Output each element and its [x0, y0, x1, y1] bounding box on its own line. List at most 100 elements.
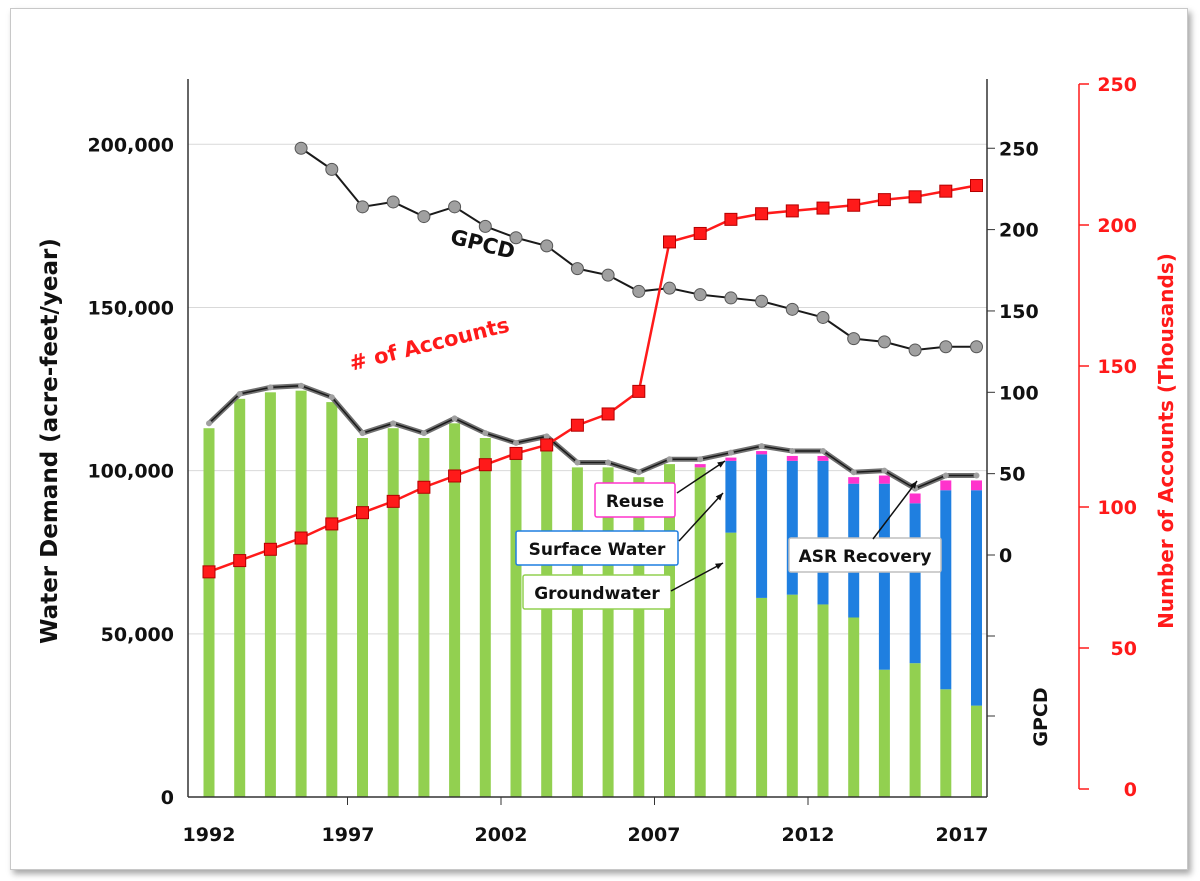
accounts-point [386, 494, 400, 508]
bar-groundwater [909, 663, 921, 797]
accounts-point [202, 565, 216, 579]
total-demand-marker [328, 394, 335, 401]
bar-surface-water [971, 490, 982, 706]
bar-surface-water [786, 460, 798, 595]
bar-surface-water [909, 503, 921, 664]
gpcd-point [509, 231, 523, 245]
asr-recovery-arrow-head [910, 481, 917, 489]
gpcd-point [847, 332, 861, 346]
gpcd-point [356, 200, 369, 214]
bar-groundwater [510, 447, 522, 797]
accounts-point [478, 458, 492, 472]
gpcd-point [724, 291, 738, 305]
y-tick-label-gpcd: 0 [999, 545, 1012, 567]
accounts-point [356, 506, 369, 520]
bar-groundwater [940, 689, 952, 797]
gpcd-point [325, 162, 339, 176]
total-demand-marker [942, 472, 949, 479]
total-demand-line-core [208, 385, 977, 490]
total-demand-marker [206, 420, 212, 427]
accounts-point [724, 212, 738, 226]
total-demand-marker [267, 384, 274, 391]
gpcd-point [448, 200, 462, 214]
accounts-point [233, 554, 247, 568]
total-demand-marker [850, 469, 857, 476]
bar-groundwater [664, 464, 675, 797]
gpcd-point [816, 310, 830, 324]
accounts-point [693, 226, 707, 240]
total-demand-marker [451, 415, 458, 422]
reuse-label: Reuse [606, 492, 664, 512]
bar-groundwater [848, 617, 860, 797]
accounts-point [939, 184, 953, 198]
y-tick-label-right: 100 [1097, 497, 1137, 519]
bar-surface-water [878, 483, 890, 670]
bar-groundwater [971, 705, 982, 797]
y-tick-label-right: 250 [1097, 74, 1137, 96]
total-demand-marker [635, 469, 642, 476]
axes [187, 79, 1089, 805]
x-tick-label: 2012 [782, 824, 835, 846]
accounts-point [540, 438, 554, 452]
bar-groundwater [449, 423, 461, 797]
gpcd-point [693, 288, 707, 302]
total-demand-line [207, 383, 977, 492]
bar-groundwater [418, 438, 430, 797]
accounts-point [755, 207, 769, 221]
accounts-series-label: # of Accounts [347, 313, 512, 376]
surface-water-label-box [515, 530, 679, 566]
asr-recovery-label-box [788, 537, 942, 573]
asr-recovery-label: ASR Recovery [799, 547, 932, 567]
bar-reuse [786, 455, 798, 461]
total-demand-marker [820, 448, 826, 455]
y-tick-label-left: 150,000 [87, 297, 174, 319]
total-demand-marker [574, 459, 581, 466]
accounts-point [908, 190, 922, 204]
bar-reuse [817, 455, 829, 461]
x-tick-label: 2002 [475, 824, 528, 846]
total-demand-marker [420, 430, 427, 437]
y-tick-label-gpcd: 200 [999, 220, 1039, 242]
groundwater-arrow [670, 562, 724, 592]
bar-groundwater [479, 438, 491, 797]
y-tick-label-right: 0 [1124, 779, 1137, 801]
total-demand-marker [390, 420, 397, 427]
bar-groundwater [203, 428, 215, 797]
y-axis-label-left: Water Demand (acre-feet/year) [37, 238, 63, 644]
gpcd-point [908, 343, 922, 357]
bar-groundwater [264, 392, 276, 797]
series-lines [202, 141, 983, 579]
bar-surface-water [725, 460, 737, 533]
total-demand-marker [881, 467, 888, 474]
accounts-point [663, 235, 676, 249]
bar-groundwater [234, 398, 246, 797]
y-tick-label-right: 150 [1097, 356, 1137, 378]
groundwater-arrow-head [715, 563, 723, 570]
bar-reuse [940, 480, 952, 491]
bar-reuse [878, 475, 890, 484]
total-demand-marker [727, 449, 734, 456]
accounts-point [785, 204, 799, 218]
gpcd-point [386, 195, 400, 209]
x-tick-label: 2007 [628, 824, 681, 846]
x-tick-label: 1992 [183, 824, 236, 846]
accounts-point [448, 469, 462, 483]
accounts-point [601, 407, 615, 421]
total-demand-marker [666, 456, 673, 463]
gpcd-point [601, 268, 615, 282]
accounts-point [294, 531, 308, 545]
gpcd-point [478, 219, 492, 233]
total-demand-marker [758, 443, 765, 450]
accounts-point [325, 517, 339, 531]
accounts-point [970, 179, 983, 193]
bar-reuse [971, 480, 982, 491]
accounts-point [417, 480, 431, 494]
bar-groundwater [756, 597, 768, 797]
gpcd-point [970, 340, 983, 354]
total-demand-marker [236, 390, 243, 397]
x-tick-label: 2017 [936, 824, 989, 846]
bar-groundwater [387, 428, 399, 797]
bar-groundwater [633, 477, 645, 797]
x-tick-label: 1997 [322, 824, 375, 846]
bar-groundwater [326, 402, 338, 797]
